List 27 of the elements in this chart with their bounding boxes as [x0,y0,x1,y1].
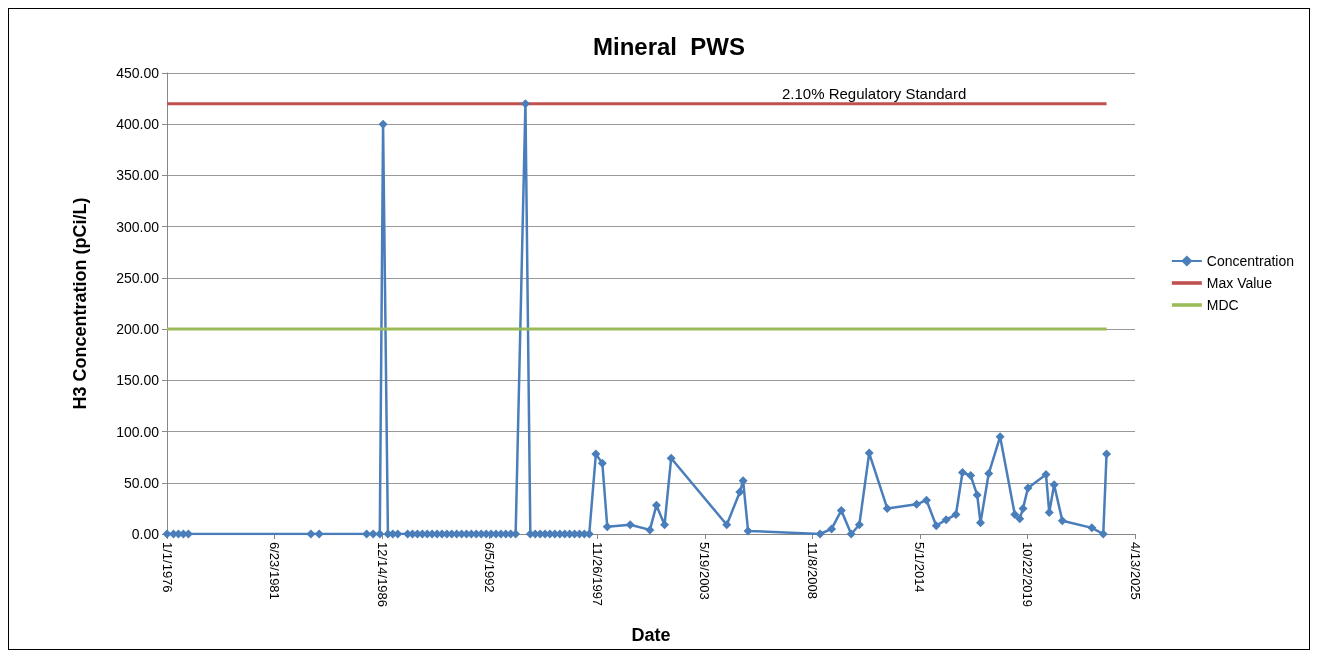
y-tick-label: 50.00 [123,474,160,491]
y-tick-label: 450.00 [116,65,160,81]
x-tick-label: 1/1/1976 [159,542,175,593]
x-tick-label: 12/14/1986 [374,542,390,608]
y-tick-label: 200.00 [116,321,160,338]
annotation: 2.10% Regulatory Standard [781,84,967,102]
legend-label: MDC [1206,297,1239,313]
y-tick-label: 300.00 [116,218,160,235]
y-tick-label: 250.00 [116,269,160,286]
y-axis-title: H3 Concentration (pCi/L) [70,197,90,410]
legend-label: Concentration [1206,253,1295,269]
y-tick-label: 0.00 [131,526,160,542]
x-tick-label: 4/13/2025 [1127,542,1143,600]
x-tick-label: 11/26/1997 [589,542,605,607]
y-tick-label: 350.00 [116,167,160,184]
y-tick-label: 100.00 [116,423,160,440]
x-tick-label: 10/22/2019 [1019,542,1035,608]
legend-label: Max Value [1206,275,1273,291]
x-tick-label: 11/8/2008 [804,542,820,599]
y-tick-label: 400.00 [116,116,160,133]
x-tick-label: 6/23/1981 [267,542,283,600]
y-tick-label: 150.00 [116,372,160,389]
x-tick-label: 6/5/1992 [482,542,498,593]
chart-title: Mineral PWS [592,32,746,60]
x-axis-title: Date [631,625,671,645]
x-tick-label: 5/19/2003 [697,542,713,600]
x-tick-label: 5/1/2014 [912,542,928,593]
